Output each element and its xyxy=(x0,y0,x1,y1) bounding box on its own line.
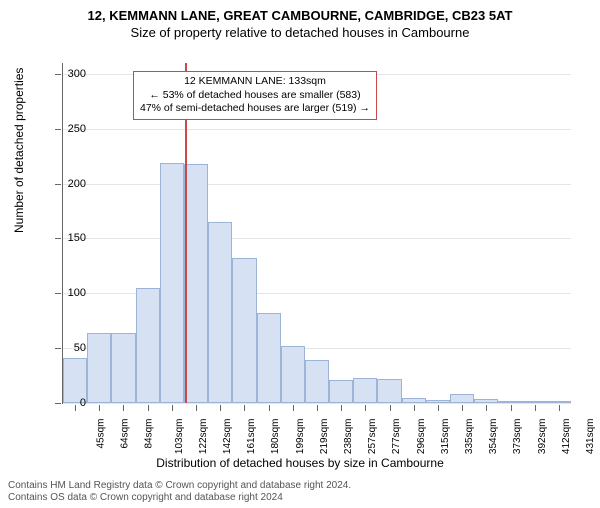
x-tick xyxy=(75,405,76,411)
gridline xyxy=(63,184,571,185)
y-tick-label: 300 xyxy=(68,68,86,80)
gridline xyxy=(63,403,571,404)
y-tick xyxy=(55,184,61,185)
y-tick-label: 0 xyxy=(80,397,86,409)
x-tick-label: 180sqm xyxy=(271,419,282,455)
y-tick xyxy=(55,403,61,404)
x-tick-label: 373sqm xyxy=(512,419,523,455)
x-tick xyxy=(462,405,463,411)
x-tick xyxy=(559,405,560,411)
footer-line1: Contains HM Land Registry data © Crown c… xyxy=(8,480,351,492)
x-tick-label: 64sqm xyxy=(120,419,131,449)
histogram-bar xyxy=(184,164,208,403)
gridline xyxy=(63,238,571,239)
x-tick-label: 238sqm xyxy=(343,419,354,455)
y-axis-label: Number of detached properties xyxy=(12,68,26,233)
x-tick xyxy=(486,405,487,411)
x-tick xyxy=(269,405,270,411)
y-tick xyxy=(55,293,61,294)
histogram-bar xyxy=(402,398,426,403)
histogram-bar xyxy=(136,288,160,403)
y-tick-label: 50 xyxy=(74,342,86,354)
annotation-line3: 47% of semi-detached houses are larger (… xyxy=(140,102,370,116)
x-tick xyxy=(511,405,512,411)
x-tick xyxy=(196,405,197,411)
x-tick-label: 103sqm xyxy=(174,419,185,455)
y-tick-label: 250 xyxy=(68,123,86,135)
x-tick-label: 199sqm xyxy=(295,419,306,455)
x-tick xyxy=(244,405,245,411)
y-tick-label: 200 xyxy=(68,178,86,190)
footer-line2: Contains OS data © Crown copyright and d… xyxy=(8,492,351,504)
histogram-bar xyxy=(426,400,450,403)
annotation-box: 12 KEMMANN LANE: 133sqm ← 53% of detache… xyxy=(133,71,377,120)
histogram-bar xyxy=(257,313,281,403)
x-tick xyxy=(438,405,439,411)
x-tick-label: 219sqm xyxy=(319,419,330,455)
x-tick-label: 277sqm xyxy=(391,419,402,455)
x-tick-label: 335sqm xyxy=(464,419,475,455)
x-tick xyxy=(317,405,318,411)
x-tick xyxy=(99,405,100,411)
histogram-bar xyxy=(281,346,305,403)
x-tick xyxy=(148,405,149,411)
x-tick xyxy=(172,405,173,411)
x-tick-label: 296sqm xyxy=(416,419,427,455)
histogram-bar xyxy=(547,401,571,403)
y-tick xyxy=(55,238,61,239)
x-tick-label: 392sqm xyxy=(537,419,548,455)
chart-title-sub: Size of property relative to detached ho… xyxy=(0,25,600,40)
x-axis-label: Distribution of detached houses by size … xyxy=(0,456,600,470)
x-tick xyxy=(365,405,366,411)
histogram-bar xyxy=(329,380,353,403)
plot-region: 12 KEMMANN LANE: 133sqm ← 53% of detache… xyxy=(62,63,571,404)
x-tick-label: 412sqm xyxy=(561,419,572,455)
x-tick-label: 45sqm xyxy=(96,419,107,449)
histogram-bar xyxy=(450,394,474,403)
x-tick-label: 161sqm xyxy=(246,419,257,455)
histogram-bar xyxy=(523,401,547,403)
y-tick xyxy=(55,129,61,130)
x-tick xyxy=(535,405,536,411)
gridline xyxy=(63,129,571,130)
x-tick-label: 122sqm xyxy=(198,419,209,455)
chart-plot-area: 12 KEMMANN LANE: 133sqm ← 53% of detache… xyxy=(62,63,570,403)
y-tick-label: 100 xyxy=(68,287,86,299)
histogram-bar xyxy=(111,333,135,403)
histogram-bar xyxy=(377,379,401,403)
histogram-bar xyxy=(305,360,329,403)
histogram-bar xyxy=(208,222,232,403)
x-tick xyxy=(414,405,415,411)
histogram-bar xyxy=(87,333,111,403)
x-tick-label: 354sqm xyxy=(488,419,499,455)
histogram-bar xyxy=(232,258,256,403)
x-tick-label: 257sqm xyxy=(367,419,378,455)
x-tick-label: 431sqm xyxy=(585,419,596,455)
x-tick xyxy=(293,405,294,411)
x-tick-label: 142sqm xyxy=(222,419,233,455)
x-tick xyxy=(341,405,342,411)
y-tick-label: 150 xyxy=(68,232,86,244)
x-tick xyxy=(220,405,221,411)
x-tick xyxy=(390,405,391,411)
y-tick xyxy=(55,348,61,349)
histogram-bar xyxy=(474,399,498,403)
x-tick-label: 84sqm xyxy=(144,419,155,449)
annotation-line2: ← 53% of detached houses are smaller (58… xyxy=(140,89,370,103)
annotation-line1: 12 KEMMANN LANE: 133sqm xyxy=(140,75,370,89)
x-tick-label: 315sqm xyxy=(440,419,451,455)
footer-attribution: Contains HM Land Registry data © Crown c… xyxy=(8,480,351,504)
histogram-bar xyxy=(160,163,184,403)
histogram-bar xyxy=(498,401,522,403)
x-tick xyxy=(123,405,124,411)
histogram-bar xyxy=(353,378,377,403)
y-tick xyxy=(55,74,61,75)
chart-title-main: 12, KEMMANN LANE, GREAT CAMBOURNE, CAMBR… xyxy=(0,8,600,23)
